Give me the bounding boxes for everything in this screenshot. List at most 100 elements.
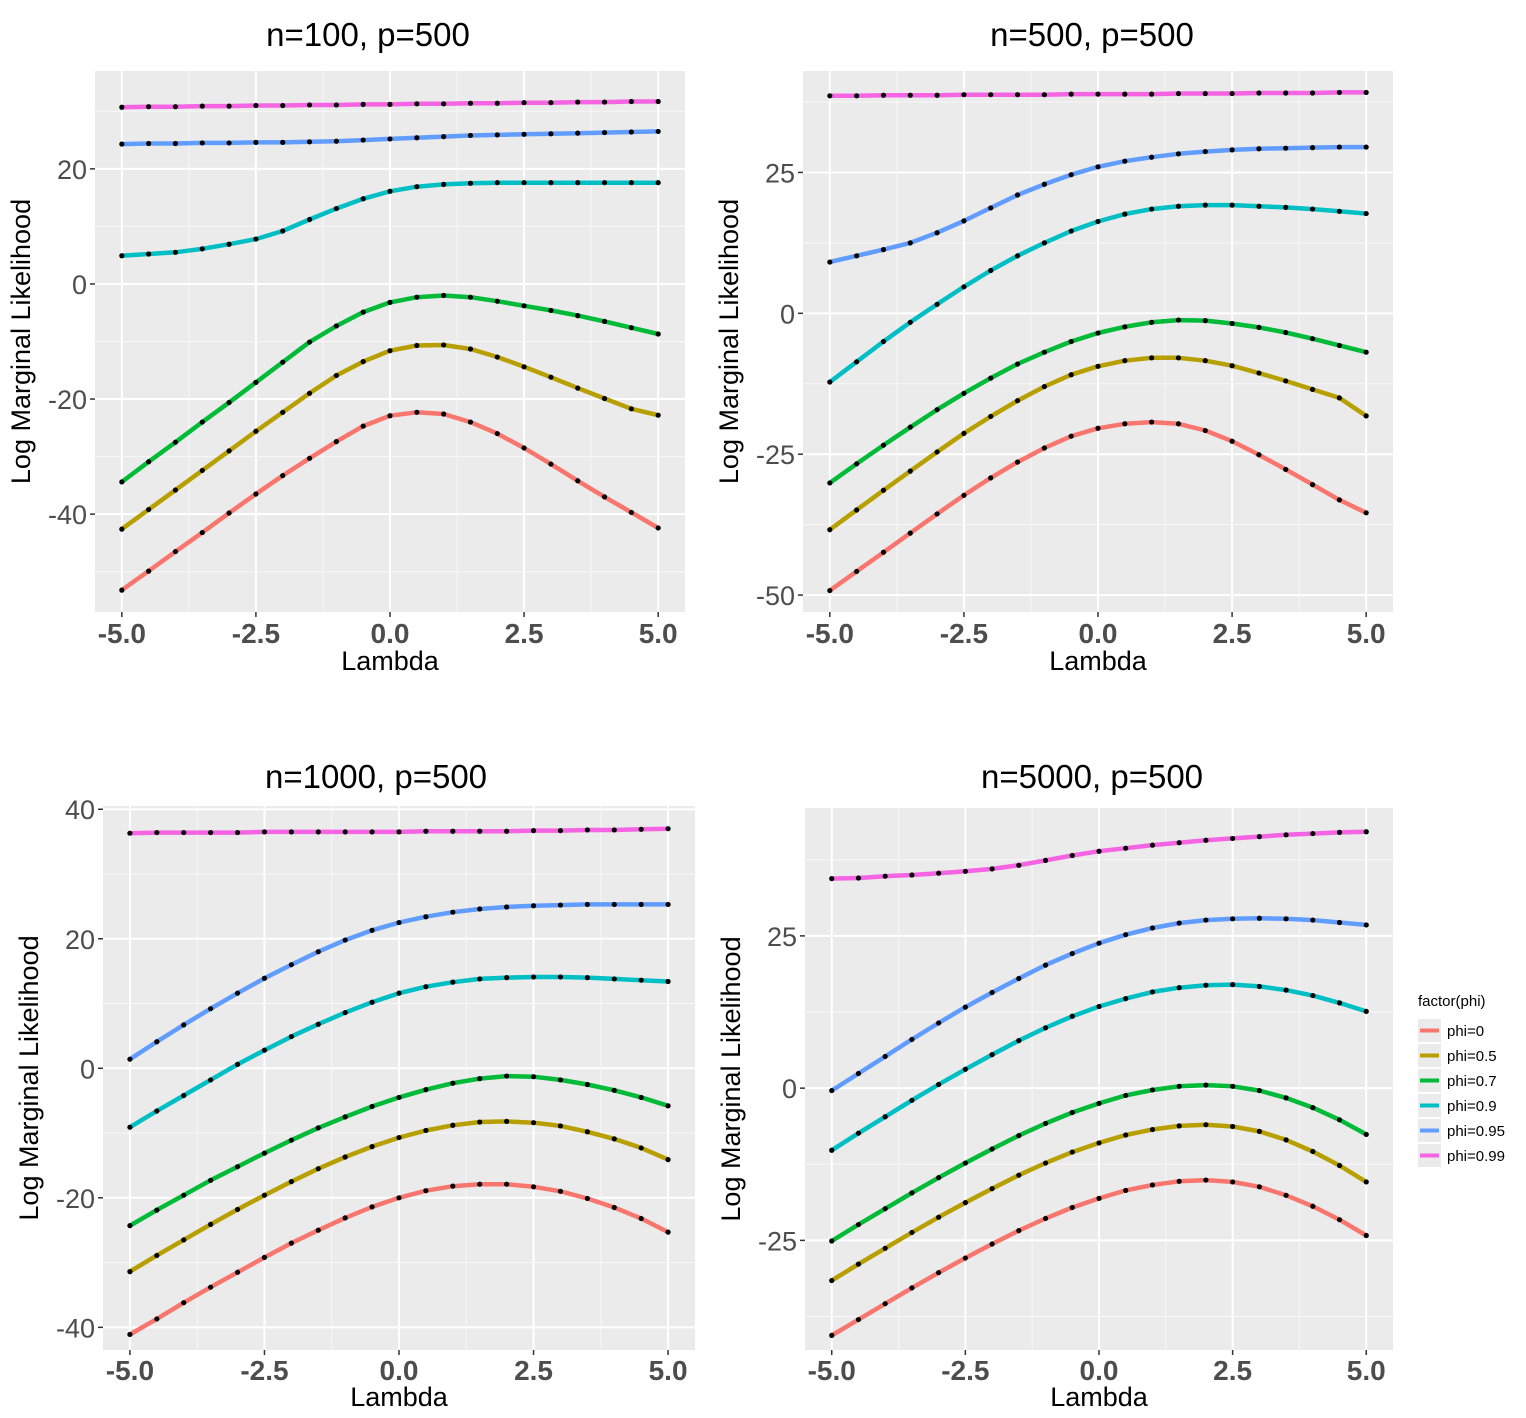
- data-point: [1042, 857, 1049, 863]
- data-point: [441, 292, 447, 299]
- data-point: [333, 439, 339, 445]
- data-point: [934, 301, 940, 307]
- data-point: [989, 1052, 995, 1058]
- data-point: [467, 180, 474, 186]
- data-point: [119, 253, 125, 259]
- data-point: [1014, 398, 1021, 404]
- data-point: [234, 1164, 241, 1170]
- data-point: [530, 1074, 537, 1080]
- data-point: [1175, 317, 1182, 323]
- legend-label: phi=0.7: [1447, 1073, 1497, 1090]
- data-point: [261, 1192, 268, 1198]
- data-point: [1336, 1117, 1343, 1123]
- data-point: [172, 140, 179, 147]
- data-point: [521, 131, 527, 137]
- data-point: [961, 92, 967, 98]
- legend-label: phi=0.99: [1447, 1148, 1505, 1165]
- data-point: [154, 829, 160, 836]
- data-point: [1336, 497, 1342, 503]
- data-point: [1283, 1095, 1289, 1101]
- data-point: [989, 989, 995, 996]
- data-point: [1363, 89, 1369, 96]
- data-point: [1256, 90, 1262, 96]
- data-point: [989, 1186, 995, 1192]
- data-point: [557, 1123, 564, 1129]
- data-point: [655, 331, 661, 337]
- data-point: [1283, 1192, 1289, 1198]
- data-point: [1309, 386, 1316, 393]
- data-point: [1229, 363, 1235, 369]
- data-point: [261, 1254, 268, 1260]
- data-point: [226, 103, 232, 109]
- data-point: [423, 1127, 429, 1134]
- data-point: [450, 828, 456, 834]
- data-point: [611, 1204, 617, 1211]
- data-point: [1230, 1123, 1236, 1130]
- data-point: [387, 413, 393, 419]
- data-point: [1310, 992, 1316, 999]
- data-point: [1363, 210, 1369, 217]
- data-point: [575, 130, 581, 136]
- data-point: [907, 530, 913, 536]
- data-point: [880, 487, 887, 493]
- x-tick-label: 5.0: [1347, 618, 1386, 649]
- data-point: [1309, 482, 1316, 488]
- data-point: [1149, 842, 1156, 848]
- data-point: [548, 461, 554, 467]
- data-point: [441, 411, 447, 417]
- data-point: [1309, 145, 1316, 151]
- data-point: [1256, 324, 1262, 331]
- data-point: [369, 1144, 375, 1150]
- data-point: [333, 205, 339, 212]
- data-point: [1203, 1177, 1209, 1183]
- data-point: [261, 829, 268, 835]
- data-point: [1122, 358, 1128, 364]
- y-axis-label: Log Marginal Likelihood: [14, 935, 44, 1220]
- data-point: [1096, 1140, 1102, 1146]
- data-point: [1068, 228, 1074, 234]
- data-point: [936, 1020, 942, 1026]
- data-point: [1042, 1120, 1049, 1127]
- data-point: [504, 1073, 510, 1079]
- data-point: [172, 104, 179, 110]
- data-point: [441, 181, 447, 187]
- data-point: [1202, 318, 1208, 324]
- data-point: [1229, 320, 1235, 327]
- data-point: [934, 230, 940, 236]
- data-point: [119, 587, 125, 593]
- data-point: [1149, 91, 1155, 97]
- data-point: [548, 131, 554, 137]
- data-point: [521, 445, 527, 451]
- data-point: [584, 901, 590, 908]
- data-point: [855, 1130, 862, 1136]
- data-point: [360, 423, 366, 429]
- data-point: [342, 1009, 348, 1016]
- data-point: [962, 1066, 968, 1072]
- data-point: [1363, 510, 1369, 516]
- data-point: [1336, 829, 1343, 835]
- data-point: [119, 526, 125, 532]
- y-axis-label: Log Marginal Likelihood: [6, 199, 36, 484]
- x-tick-label: 2.5: [1213, 618, 1252, 649]
- data-point: [234, 990, 241, 996]
- data-point: [557, 974, 564, 980]
- data-point: [1202, 90, 1208, 97]
- data-point: [638, 826, 644, 832]
- data-point: [477, 1181, 483, 1187]
- data-point: [396, 1195, 402, 1201]
- x-tick-label: 2.5: [1213, 1355, 1252, 1386]
- data-point: [1069, 852, 1075, 859]
- data-point: [855, 1221, 862, 1228]
- data-point: [1309, 206, 1316, 212]
- data-point: [477, 906, 483, 912]
- data-point: [1041, 240, 1047, 246]
- data-point: [414, 294, 420, 300]
- data-point: [494, 132, 500, 138]
- data-point: [1014, 192, 1021, 198]
- data-point: [450, 1122, 456, 1128]
- data-point: [1122, 211, 1128, 217]
- data-point: [1336, 1162, 1343, 1169]
- data-point: [315, 1125, 321, 1131]
- data-point: [601, 494, 608, 500]
- data-point: [1068, 338, 1074, 345]
